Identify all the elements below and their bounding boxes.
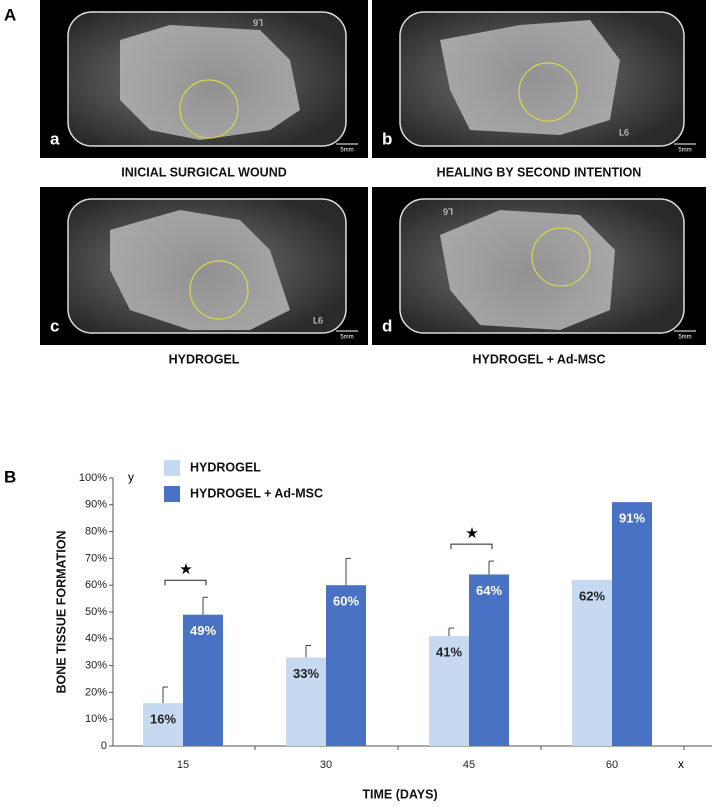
significance-star: ★ [179, 561, 192, 578]
scale-label: 5mm [678, 335, 691, 341]
image-marker: L6 [619, 127, 629, 137]
defect-circle [531, 227, 591, 287]
bone-shape [440, 210, 615, 330]
significance-bracket [164, 579, 207, 586]
x-tick-label: 15 [177, 759, 189, 771]
bar [429, 636, 469, 746]
image-letter: d [382, 316, 392, 335]
panel-label: A [4, 5, 16, 24]
y-tick-label: 50% [85, 606, 107, 618]
bar [326, 585, 366, 746]
image-caption: HYDROGEL [169, 352, 240, 366]
image-letter: b [382, 129, 392, 148]
y-tick-label: 20% [85, 686, 107, 698]
value-label: 33% [293, 666, 319, 681]
x-tick-label: 45 [463, 759, 475, 771]
x-tick-label: 30 [320, 759, 332, 771]
defect-circle [189, 260, 249, 320]
x-axis-name: x [678, 757, 684, 771]
image-marker: L6 [443, 207, 453, 217]
defect-circle [518, 62, 578, 122]
significance-star: ★ [465, 525, 478, 542]
bar [143, 703, 183, 746]
value-label: 62% [579, 588, 605, 603]
value-label: 49% [190, 623, 216, 638]
bar [469, 574, 509, 746]
y-tick-label: 80% [85, 526, 107, 538]
bone-shape [120, 25, 300, 140]
bar [612, 502, 652, 746]
y-tick-label: 100% [79, 472, 107, 484]
x-axis-title: TIME (DAYS) [362, 787, 437, 801]
bar [572, 579, 612, 746]
bar [286, 657, 326, 746]
panel-label: B [4, 467, 16, 486]
x-tick-label: 60 [606, 759, 618, 771]
y-tick-label: 10% [85, 713, 107, 725]
value-label: 64% [476, 583, 502, 598]
legend-swatch [164, 460, 180, 476]
scale-label: 5mm [678, 148, 691, 154]
y-tick-label: 70% [85, 552, 107, 564]
bone-shape [440, 20, 620, 135]
scale-label: 5mm [340, 148, 353, 154]
value-label: 91% [619, 511, 645, 526]
value-label: 60% [333, 594, 359, 609]
bar [183, 614, 223, 746]
y-tick-label: 40% [85, 633, 107, 645]
significance-bracket [450, 543, 493, 550]
legend-label: HYDROGEL [190, 460, 261, 474]
image-letter: a [50, 129, 60, 148]
image-marker: L6 [253, 18, 263, 28]
legend-label: HYDROGEL + Ad-MSC [190, 486, 323, 500]
y-tick-label: 90% [85, 499, 107, 511]
image-letter: c [50, 316, 59, 335]
defect-circle [179, 79, 239, 139]
y-tick-label: 60% [85, 579, 107, 591]
image-marker: L6 [313, 315, 323, 325]
value-label: 41% [436, 645, 462, 660]
y-axis-name: y [128, 470, 134, 484]
y-tick-label: 30% [85, 660, 107, 672]
image-caption: HYDROGEL + Ad-MSC [473, 352, 606, 366]
value-label: 16% [150, 712, 176, 727]
image-caption: INICIAL SURGICAL WOUND [121, 165, 287, 179]
image-caption: HEALING BY SECOND INTENTION [437, 165, 642, 179]
y-tick-label: 0 [101, 740, 107, 752]
legend-swatch [164, 486, 180, 502]
y-axis-title: BONE TISSUE FORMATION [54, 531, 68, 694]
scale-label: 5mm [340, 335, 353, 341]
bone-shape [110, 210, 290, 330]
